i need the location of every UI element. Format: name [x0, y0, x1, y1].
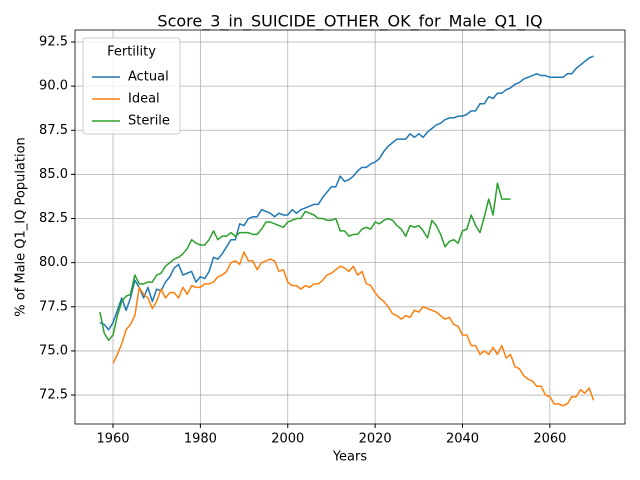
- x-tick-label: 2000: [271, 432, 304, 447]
- legend: Fertility Actual Ideal Sterile: [82, 37, 181, 135]
- chart-title: Score_3_in_SUICIDE_OTHER_OK_for_Male_Q1_…: [157, 12, 542, 32]
- legend-title: Fertility: [107, 45, 156, 60]
- legend-label: Sterile: [128, 114, 170, 129]
- legend-box: [82, 37, 181, 135]
- series-line: [99, 182, 511, 342]
- x-tick-label: 1960: [96, 432, 129, 447]
- y-tick-label: 85.0: [39, 167, 68, 182]
- legend-label: Actual: [128, 70, 169, 85]
- legend-label: Ideal: [128, 92, 160, 107]
- y-tick-label: 75.0: [39, 343, 68, 358]
- y-tick-label: 80.0: [39, 255, 68, 270]
- y-tick-label: 92.5: [39, 35, 68, 50]
- y-tick-label: 87.5: [39, 123, 68, 138]
- y-tick-label: 82.5: [39, 211, 68, 226]
- x-tick-label: 2020: [359, 432, 392, 447]
- series-line: [112, 251, 595, 407]
- x-tick-label: 2060: [533, 432, 566, 447]
- x-axis-label: Years: [332, 450, 368, 465]
- y-axis-label: % of Male Q1_IQ Population: [14, 137, 29, 317]
- x-tick-label: 1980: [184, 432, 217, 447]
- plot-frame: [74, 29, 626, 425]
- y-tick-label: 90.0: [39, 79, 68, 94]
- series-line: [99, 55, 594, 331]
- y-tick-label: 72.5: [39, 388, 68, 403]
- y-tick-label: 77.5: [39, 299, 68, 314]
- x-tick-label: 2040: [446, 432, 479, 447]
